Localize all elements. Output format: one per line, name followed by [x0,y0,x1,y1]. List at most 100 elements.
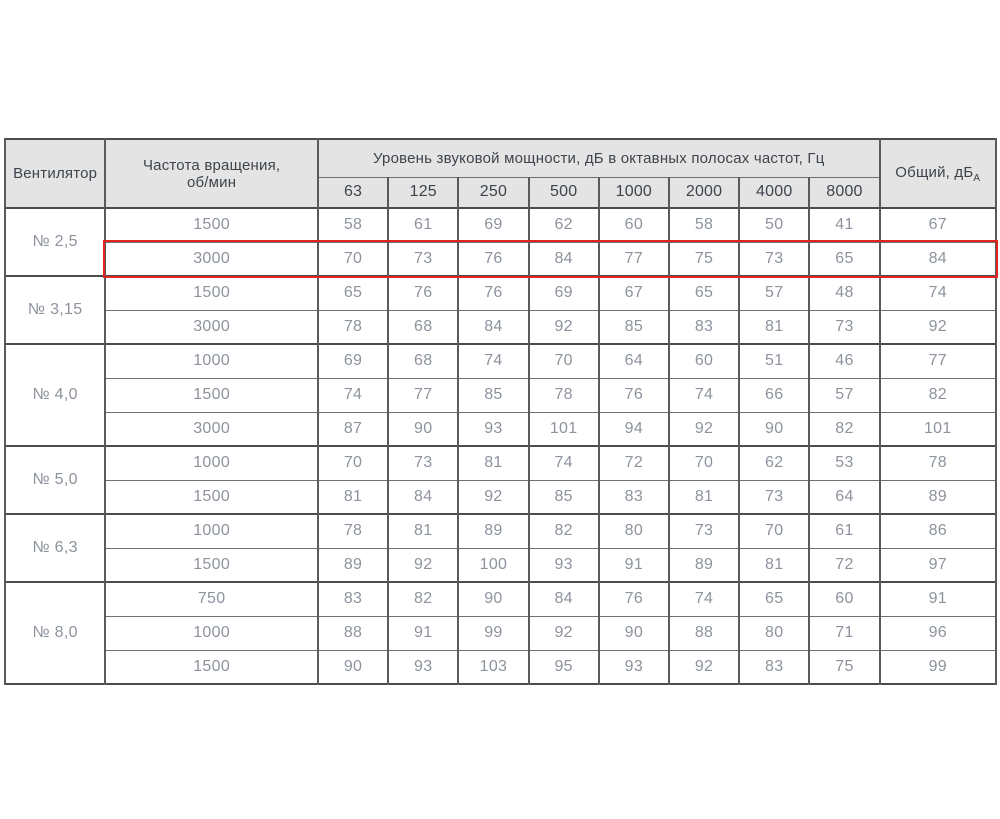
rpm-value: 1500 [104,479,319,515]
level-value: 68 [387,309,460,345]
level-value: 70 [738,513,811,549]
level-value: 88 [667,615,741,651]
level-value: 89 [457,513,530,549]
level-value: 81 [738,309,811,345]
fan-group: № 8,0 750 83 82 90 84 76 74 65 60 91 1000 88 91 99 92 90… [3,581,998,685]
level-value: 50 [738,207,811,243]
level-value: 76 [387,275,460,311]
level-value: 93 [457,411,530,447]
level-value: 83 [316,581,390,617]
level-value: 64 [597,343,670,379]
table-row: № 6,3 1000 78 81 89 82 80 73 70 61 86 [3,513,998,583]
level-value: 74 [316,377,390,413]
rpm-value: 1500 [104,547,319,583]
level-value: 62 [527,207,600,243]
header-total: Общий, дБА [878,138,998,209]
level-value: 57 [808,377,881,413]
level-value: 68 [387,343,460,379]
level-value: 76 [597,581,670,617]
level-value: 69 [527,275,600,311]
level-value: 80 [738,615,811,651]
level-value: 69 [457,207,530,243]
level-value: 84 [387,479,460,515]
table-wrap: Вентилятор Частота вращения, об/мин Уров… [3,138,998,685]
level-value: 85 [597,309,670,345]
rpm-value: 3000 [104,241,319,277]
header-freq-1000: 1000 [597,176,670,209]
fan-label: № 8,0 [3,581,107,685]
level-value: 84 [457,309,530,345]
level-value: 74 [667,377,741,413]
level-value: 74 [667,581,741,617]
level-value: 103 [457,649,530,685]
level-value: 85 [457,377,530,413]
rpm-value: 1000 [104,615,319,651]
total-value: 92 [878,309,998,345]
level-value: 92 [387,547,460,583]
fan-group: № 2,5 1500 58 61 69 62 60 58 50 41 67 3000 70 73 76 84 7… [3,207,998,277]
level-value: 72 [597,445,670,481]
level-value: 48 [808,275,881,311]
total-value: 101 [878,411,998,447]
level-value: 41 [808,207,881,243]
level-value: 81 [667,479,741,515]
level-value: 70 [316,445,390,481]
level-value: 90 [316,649,390,685]
level-value: 76 [457,241,530,277]
level-value: 82 [387,581,460,617]
level-value: 60 [667,343,741,379]
level-value: 51 [738,343,811,379]
header-fan: Вентилятор [3,138,107,209]
level-value: 83 [738,649,811,685]
level-value: 78 [316,513,390,549]
level-value: 80 [597,513,670,549]
level-value: 76 [457,275,530,311]
level-value: 90 [597,615,670,651]
table-row: 3000 87 90 93 101 94 92 90 82 101 [5,411,998,447]
level-value: 74 [527,445,600,481]
level-value: 92 [457,479,530,515]
rpm-value: 1000 [104,445,319,481]
fan-label: № 4,0 [3,343,107,447]
header-row-top: Вентилятор Частота вращения, об/мин Уров… [3,138,998,209]
level-value: 92 [527,615,600,651]
level-value: 81 [457,445,530,481]
rpm-value: 1500 [104,275,319,311]
freq-header-row: 63 125 250 500 1000 2000 4000 8000 [5,176,996,209]
fan-label: № 2,5 [3,207,107,277]
table-row: 3000 78 68 84 92 85 83 81 73 92 [5,309,998,345]
header-speed-line1: Частота вращения, [142,156,281,174]
level-value: 100 [457,547,530,583]
level-value: 65 [667,275,741,311]
level-value: 89 [316,547,390,583]
level-value: 90 [738,411,811,447]
header-freq-4000: 4000 [738,176,811,209]
fan-group: № 6,3 1000 78 81 89 82 80 73 70 61 86 1500 89 92 100 93… [3,513,998,583]
total-value: 67 [878,207,998,243]
level-value: 84 [527,241,600,277]
table-row: 1500 81 84 92 85 83 81 73 64 89 [5,479,998,515]
level-value: 53 [808,445,881,481]
level-value: 76 [597,377,670,413]
level-value: 101 [527,411,600,447]
level-value: 67 [597,275,670,311]
total-value: 84 [878,241,998,277]
level-value: 73 [738,241,811,277]
header-freq-125: 125 [387,176,460,209]
total-value: 96 [878,615,998,651]
level-value: 84 [527,581,600,617]
table-row: № 8,0 750 83 82 90 84 76 74 65 60 91 [3,581,998,685]
level-value: 99 [457,615,530,651]
rpm-value: 1000 [104,343,319,379]
table-row: № 3,15 1500 65 76 76 69 67 65 57 48 74 [3,275,998,345]
level-value: 58 [667,207,741,243]
rpm-value: 1500 [104,377,319,413]
level-value: 61 [387,207,460,243]
level-value: 60 [597,207,670,243]
header-freq-8000: 8000 [808,176,881,209]
total-value: 77 [878,343,998,379]
fan-label: № 6,3 [3,513,107,583]
level-value: 74 [457,343,530,379]
level-value: 73 [808,309,881,345]
level-value: 70 [667,445,741,481]
